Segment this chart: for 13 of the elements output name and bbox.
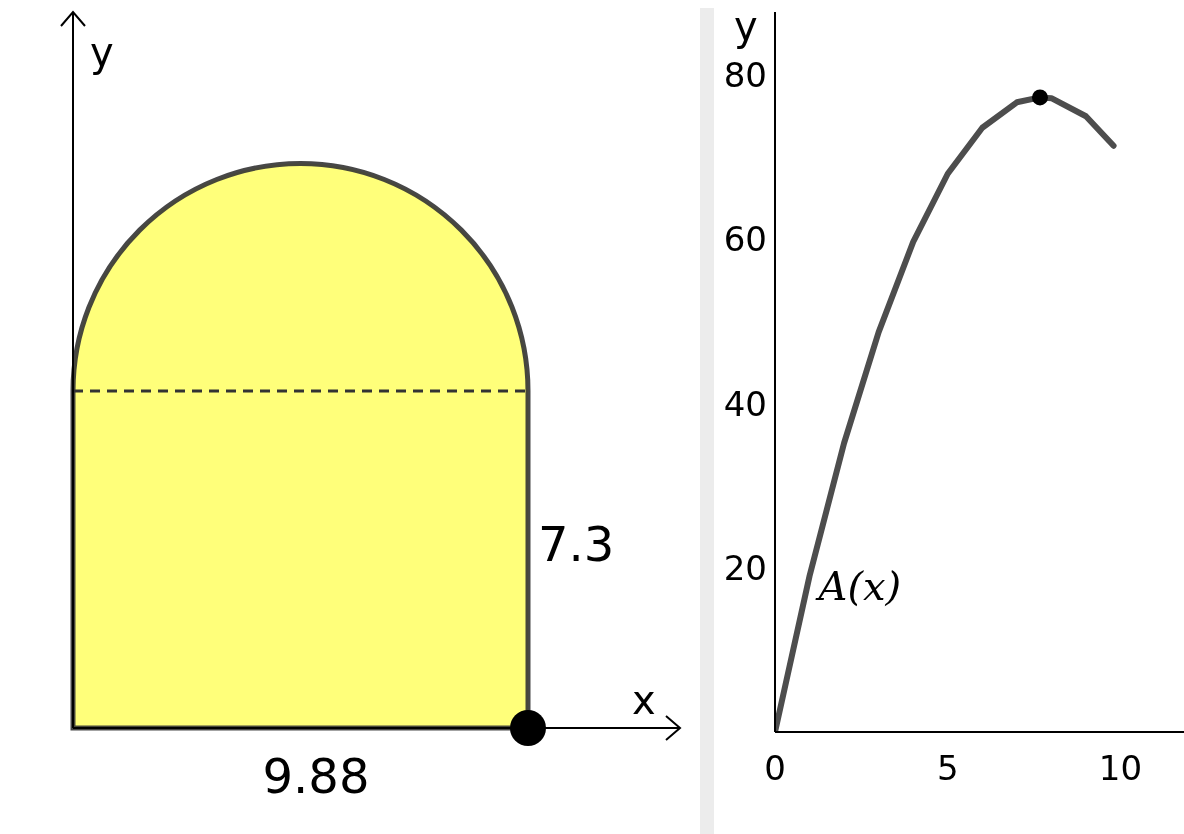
- text: 9.88: [262, 748, 370, 804]
- x-tick-label: 5: [936, 748, 959, 789]
- text: y: [90, 29, 114, 75]
- text: x: [632, 677, 656, 723]
- series-label: A(x): [814, 563, 902, 610]
- y-tick-label: 40: [723, 383, 767, 424]
- y-tick-label: 60: [723, 219, 767, 260]
- x-tick-label: 10: [1098, 748, 1143, 789]
- y-tick-label: 20: [723, 547, 767, 588]
- x-tick-label: 0: [764, 748, 786, 789]
- y-tick-label: 80: [723, 55, 767, 96]
- y-axis-title: y: [734, 3, 758, 50]
- text: 7.3: [538, 516, 615, 572]
